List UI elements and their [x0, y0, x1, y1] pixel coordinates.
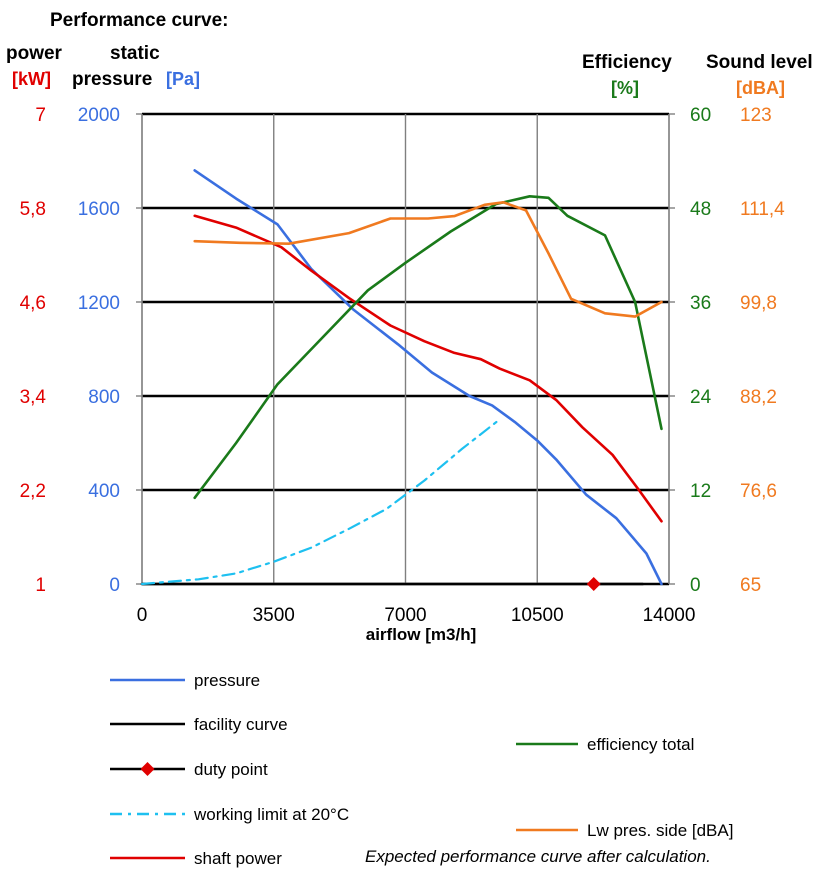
- pressure-tick-label: 1200: [78, 293, 120, 314]
- efficiency-tick-label: 24: [690, 387, 712, 408]
- sound-tick-label: 65: [740, 575, 761, 596]
- legend-label-duty-point: duty point: [194, 760, 268, 779]
- power-tick-label: 5,8: [20, 199, 46, 220]
- legend-label-pressure: pressure: [194, 671, 260, 690]
- power-tick-label: 2,2: [20, 481, 46, 502]
- efficiency-axis-label: Efficiency: [582, 52, 672, 73]
- efficiency-total-line: [193, 195, 663, 500]
- duty-point-marker: [586, 577, 601, 591]
- sound-tick-label: 123: [740, 105, 772, 126]
- efficiency-tick-label: 12: [690, 481, 711, 502]
- pressure-axis-label-line2: pressure: [72, 69, 152, 90]
- pressure-tick-label: 0: [109, 575, 120, 596]
- x-tick-label: 0: [137, 605, 148, 626]
- legend-label-shaft-power: shaft power: [194, 849, 282, 868]
- x-tick-label: 7000: [384, 605, 426, 626]
- legend-label-efficiency-total: efficiency total: [587, 735, 694, 754]
- efficiency-tick-label: 0: [690, 575, 701, 596]
- pressure-line: [193, 169, 663, 586]
- pressure-tick-label: 2000: [78, 105, 120, 126]
- pressure-tick-label: 1600: [78, 199, 120, 220]
- legend: pressure facility curve duty point working …: [110, 671, 733, 868]
- sound-tick-label: 88,2: [740, 387, 777, 408]
- power-axis-unit: [kW]: [12, 69, 51, 89]
- sound-tick-label: 99,8: [740, 293, 777, 314]
- pressure-tick-label: 800: [88, 387, 120, 408]
- efficiency-tick-label: 36: [690, 293, 711, 314]
- working-limit-at-20-c-line: [140, 418, 501, 586]
- legend-marker-duty-point: [140, 762, 155, 776]
- pressure-axis-label-line1: static: [110, 43, 160, 64]
- calculation-note: Expected performance curve after calcula…: [365, 847, 711, 866]
- x-tick-label: 14000: [643, 605, 696, 626]
- legend-label-lw-pres-side-dba: Lw pres. side [dBA]: [587, 821, 733, 840]
- power-tick-label: 3,4: [20, 387, 47, 408]
- legend-label-facility-curve: facility curve: [194, 715, 288, 734]
- power-axis-label: power: [6, 43, 63, 64]
- efficiency-tick-label: 60: [690, 105, 711, 126]
- shaft-power-line: [193, 214, 663, 523]
- pressure-tick-label: 400: [88, 481, 120, 502]
- efficiency-tick-label: 48: [690, 199, 711, 220]
- x-axis-label: airflow [m3/h]: [366, 625, 477, 644]
- efficiency-axis-unit: [%]: [611, 78, 639, 98]
- sound-tick-label: 76,6: [740, 481, 777, 502]
- x-tick-label: 3500: [253, 605, 295, 626]
- power-tick-label: 7: [35, 105, 46, 126]
- power-tick-label: 1: [35, 575, 46, 596]
- chart-title: Performance curve:: [50, 10, 228, 31]
- data-series: [140, 169, 663, 591]
- pressure-axis-unit: [Pa]: [166, 69, 200, 89]
- legend-label-working-limit-at-20-c: working limit at 20°C: [193, 805, 349, 824]
- sound-axis-unit: [dBA]: [736, 78, 785, 98]
- sound-axis-label: Sound level: [706, 52, 813, 73]
- x-tick-label: 10500: [511, 605, 564, 626]
- sound-tick-label: 111,4: [740, 199, 785, 220]
- lw-pres-side-dba-line: [193, 201, 663, 318]
- power-tick-label: 4,6: [20, 293, 46, 314]
